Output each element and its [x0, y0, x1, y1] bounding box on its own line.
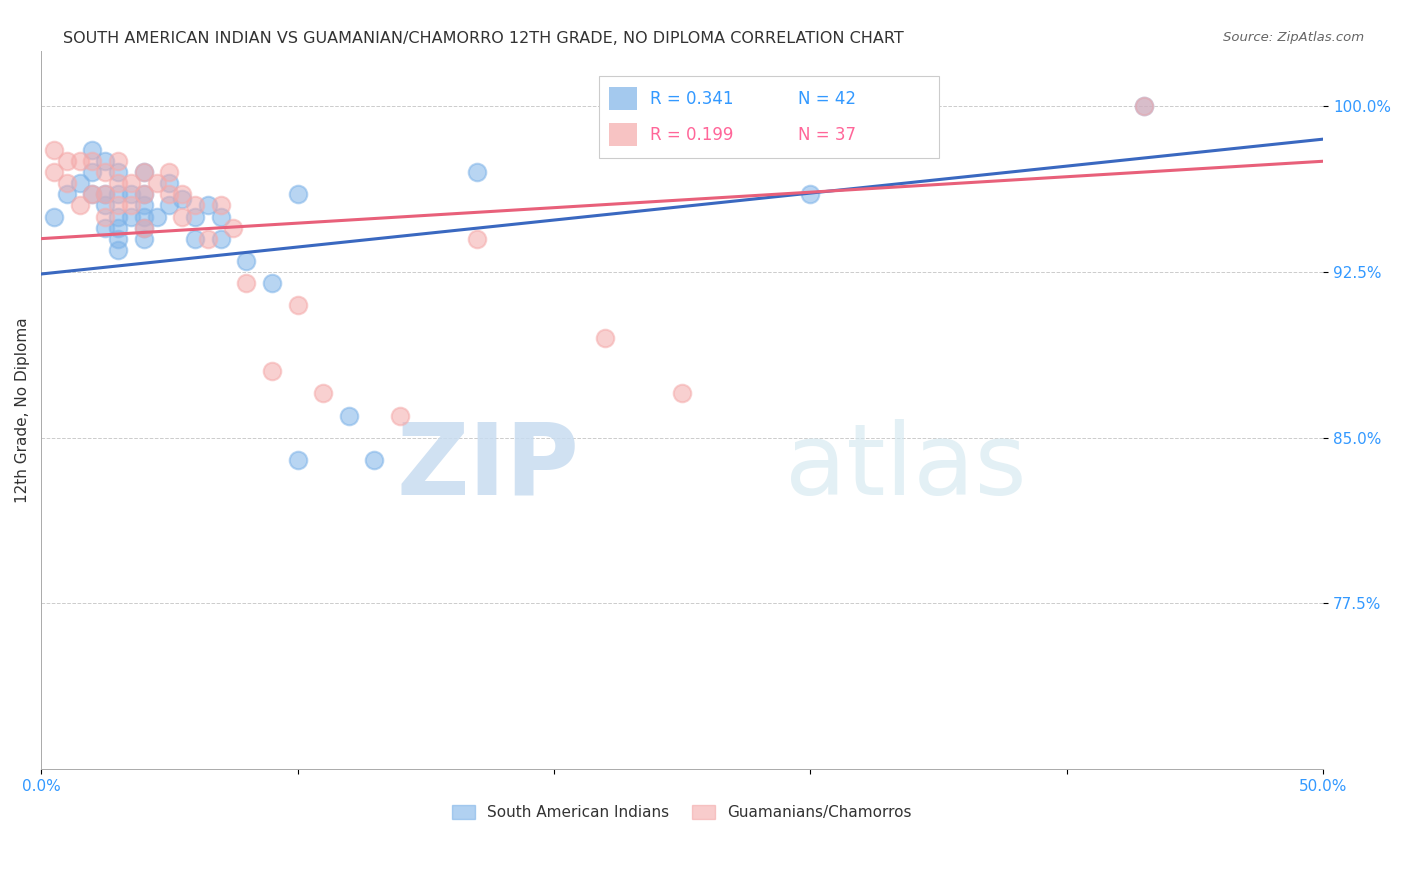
Point — [157, 177, 180, 191]
Point — [55, 187, 77, 202]
Point — [132, 187, 155, 202]
Point — [94, 154, 117, 169]
Point — [69, 154, 91, 169]
Point — [107, 220, 129, 235]
Point — [287, 298, 309, 312]
Point — [69, 177, 91, 191]
Point — [120, 210, 142, 224]
Point — [157, 198, 180, 212]
Legend: South American Indians, Guamanians/Chamorros: South American Indians, Guamanians/Chamo… — [446, 799, 918, 826]
Point — [132, 232, 155, 246]
Point — [184, 232, 207, 246]
Point — [107, 154, 129, 169]
Text: N = 42: N = 42 — [797, 90, 856, 108]
Point — [1132, 99, 1154, 113]
Point — [94, 187, 117, 202]
Point — [107, 177, 129, 191]
Point — [82, 165, 104, 179]
Point — [120, 177, 142, 191]
Point — [55, 177, 77, 191]
Point — [94, 210, 117, 224]
Point — [184, 198, 207, 212]
Point — [120, 187, 142, 202]
Y-axis label: 12th Grade, No Diploma: 12th Grade, No Diploma — [15, 318, 30, 503]
Point — [94, 165, 117, 179]
Point — [157, 187, 180, 202]
Point — [132, 187, 155, 202]
Point — [235, 276, 257, 290]
Text: R = 0.199: R = 0.199 — [650, 126, 734, 145]
Point — [132, 220, 155, 235]
Point — [42, 210, 65, 224]
Point — [82, 154, 104, 169]
FancyBboxPatch shape — [609, 123, 637, 146]
Point — [312, 386, 335, 401]
Point — [222, 220, 245, 235]
Point — [82, 187, 104, 202]
Point — [287, 452, 309, 467]
Point — [799, 187, 821, 202]
Point — [172, 187, 194, 202]
Point — [197, 232, 219, 246]
Point — [82, 187, 104, 202]
Point — [82, 143, 104, 157]
Point — [260, 364, 283, 378]
Text: atlas: atlas — [785, 419, 1026, 516]
FancyBboxPatch shape — [599, 76, 939, 159]
Point — [107, 198, 129, 212]
Point — [235, 253, 257, 268]
Point — [389, 409, 412, 423]
Text: Source: ZipAtlas.com: Source: ZipAtlas.com — [1223, 31, 1364, 45]
Point — [132, 210, 155, 224]
Point — [209, 232, 232, 246]
Point — [107, 187, 129, 202]
Point — [260, 276, 283, 290]
Point — [132, 198, 155, 212]
Point — [172, 210, 194, 224]
Point — [120, 198, 142, 212]
Point — [287, 187, 309, 202]
Point — [363, 452, 385, 467]
Text: R = 0.341: R = 0.341 — [650, 90, 734, 108]
Point — [184, 210, 207, 224]
Point — [465, 232, 488, 246]
Point — [209, 210, 232, 224]
Point — [107, 243, 129, 257]
Point — [94, 187, 117, 202]
Point — [42, 143, 65, 157]
Point — [671, 386, 693, 401]
Point — [1132, 99, 1154, 113]
Point — [172, 192, 194, 206]
Text: ZIP: ZIP — [396, 419, 579, 516]
Point — [465, 165, 488, 179]
Point — [132, 220, 155, 235]
Point — [209, 198, 232, 212]
Point — [55, 154, 77, 169]
Point — [145, 210, 167, 224]
Point — [94, 198, 117, 212]
Point — [337, 409, 360, 423]
Point — [593, 331, 616, 345]
Text: N = 37: N = 37 — [797, 126, 856, 145]
FancyBboxPatch shape — [609, 87, 637, 111]
Point — [69, 198, 91, 212]
Point — [132, 165, 155, 179]
Point — [157, 165, 180, 179]
Point — [107, 232, 129, 246]
Point — [107, 165, 129, 179]
Point — [145, 177, 167, 191]
Point — [197, 198, 219, 212]
Point — [94, 220, 117, 235]
Point — [42, 165, 65, 179]
Point — [132, 165, 155, 179]
Point — [107, 210, 129, 224]
Text: SOUTH AMERICAN INDIAN VS GUAMANIAN/CHAMORRO 12TH GRADE, NO DIPLOMA CORRELATION C: SOUTH AMERICAN INDIAN VS GUAMANIAN/CHAMO… — [63, 31, 904, 46]
